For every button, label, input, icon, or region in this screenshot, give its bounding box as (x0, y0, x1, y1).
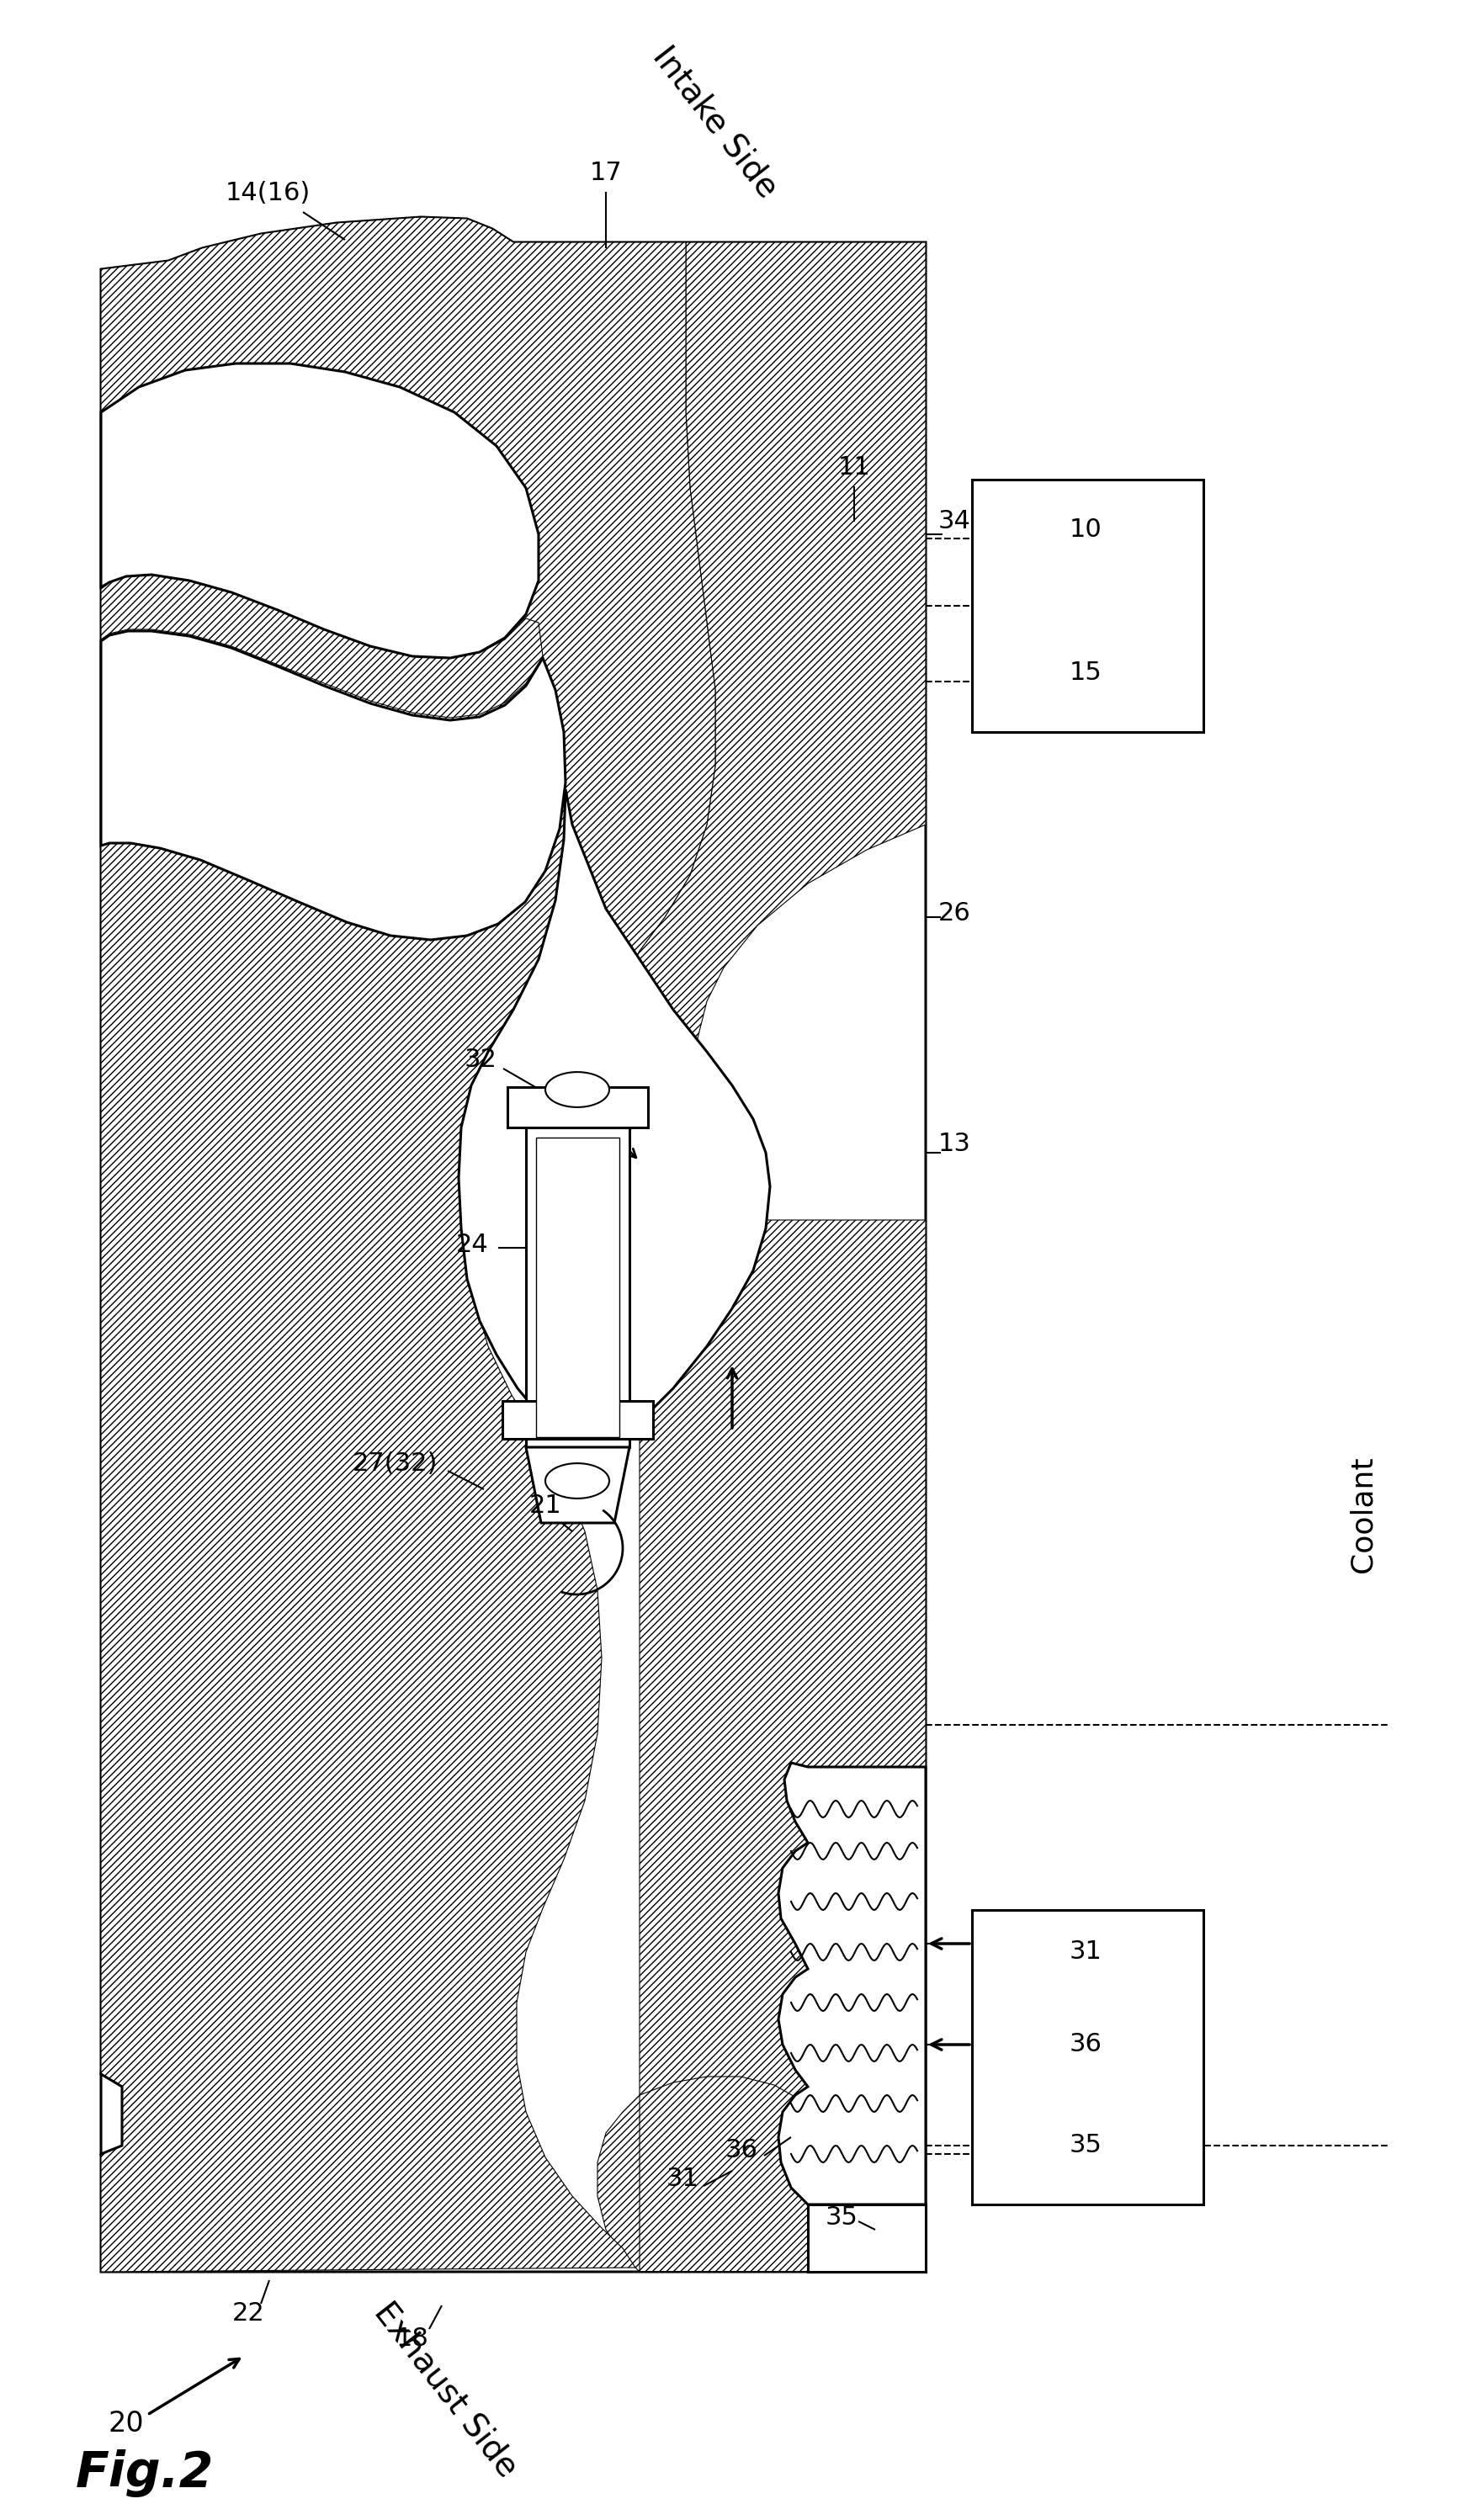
Polygon shape (101, 363, 538, 658)
Text: Fig.2: Fig.2 (75, 2449, 215, 2497)
Text: 22: 22 (232, 2301, 265, 2326)
Text: 17: 17 (590, 161, 622, 184)
Text: 24: 24 (456, 1232, 488, 1257)
Text: 13: 13 (938, 1131, 971, 1157)
Polygon shape (778, 1761, 925, 2205)
Text: 11: 11 (838, 454, 871, 479)
Polygon shape (101, 575, 543, 718)
Polygon shape (527, 1446, 630, 1522)
Polygon shape (972, 1910, 1203, 2205)
Polygon shape (101, 630, 565, 940)
Text: 35: 35 (1069, 2134, 1102, 2157)
Text: 10: 10 (1069, 519, 1102, 542)
Text: 26: 26 (938, 900, 971, 925)
Text: 18: 18 (396, 2326, 428, 2351)
Polygon shape (535, 1137, 619, 1436)
Text: 31: 31 (666, 2167, 699, 2192)
Text: 27(32): 27(32) (352, 1452, 437, 1477)
Text: 32: 32 (463, 1048, 497, 1074)
Polygon shape (101, 726, 635, 2273)
Text: Intake Side: Intake Side (647, 40, 784, 204)
Polygon shape (503, 1401, 653, 1439)
Polygon shape (507, 1086, 649, 1126)
Text: 20: 20 (109, 2409, 144, 2437)
Polygon shape (808, 2205, 925, 2273)
Text: Coolant: Coolant (1349, 1457, 1377, 1572)
Text: 36: 36 (1069, 2034, 1102, 2056)
Text: 34: 34 (938, 509, 971, 534)
Polygon shape (972, 479, 1203, 731)
Text: Exhaust Side: Exhaust Side (368, 2296, 524, 2482)
Polygon shape (101, 217, 925, 2273)
Polygon shape (101, 217, 715, 1194)
Polygon shape (597, 1220, 925, 2273)
Polygon shape (546, 1071, 609, 1106)
Text: 31: 31 (1069, 1940, 1102, 1963)
Polygon shape (101, 2074, 122, 2155)
Text: 21: 21 (530, 1494, 562, 1520)
Text: 36: 36 (725, 2137, 758, 2162)
Text: 15: 15 (1069, 660, 1102, 685)
Polygon shape (513, 242, 925, 1111)
Text: 14(16): 14(16) (225, 181, 310, 207)
Text: 35: 35 (825, 2205, 858, 2230)
Polygon shape (546, 1464, 609, 1499)
Polygon shape (459, 789, 769, 1457)
Polygon shape (527, 1126, 630, 1446)
